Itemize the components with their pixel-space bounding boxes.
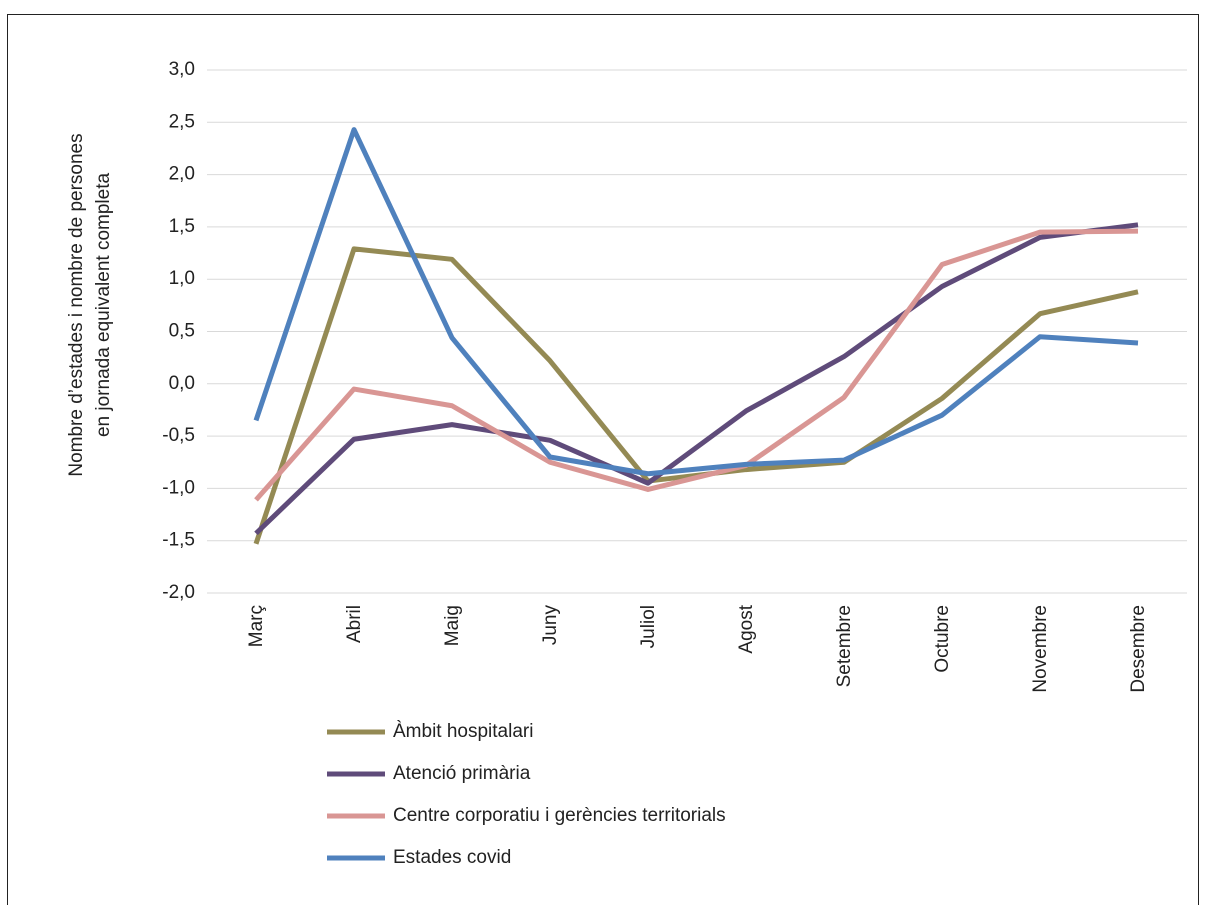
y-tick-label: -0,5 — [162, 425, 195, 446]
y-axis-label: Nombre d’estades i nombre de persones — [66, 133, 87, 476]
x-tick-label: Març — [246, 605, 267, 647]
y-tick-label: 0,5 — [169, 321, 195, 342]
series-line — [253, 127, 1139, 477]
x-tick-label: Setembre — [834, 605, 855, 687]
x-tick-label: Maig — [442, 605, 463, 646]
y-tick-label: 1,5 — [169, 216, 195, 237]
y-tick-label: 2,5 — [169, 111, 195, 132]
x-tick-label: Juliol — [638, 605, 659, 648]
x-tick-label: Novembre — [1030, 605, 1051, 693]
chart-frame — [7, 14, 1199, 910]
x-tick-label: Desembre — [1128, 605, 1149, 693]
y-tick-label: 3,0 — [169, 59, 195, 80]
y-tick-label: -1,5 — [162, 530, 195, 551]
legend-label: Atenció primària — [393, 763, 531, 784]
x-tick-label: Octubre — [932, 605, 953, 673]
y-tick-label: 0,0 — [169, 373, 195, 394]
y-tick-label: 1,0 — [169, 268, 195, 289]
legend-label: Estades covid — [393, 847, 511, 868]
x-tick-label: Juny — [540, 605, 561, 646]
y-axis-label: en jornada equivalent completa — [93, 173, 114, 438]
y-tick-label: 2,0 — [169, 164, 195, 185]
legend-label: Àmbit hospitalari — [393, 721, 533, 742]
series-line — [254, 228, 1139, 502]
y-tick-label: -1,0 — [162, 477, 195, 498]
x-tick-label: Abril — [344, 605, 365, 643]
legend-label: Centre corporatiu i gerències territoria… — [393, 805, 726, 826]
series-line — [254, 222, 1139, 536]
y-tick-label: -2,0 — [162, 582, 195, 603]
x-tick-label: Agost — [736, 604, 757, 653]
